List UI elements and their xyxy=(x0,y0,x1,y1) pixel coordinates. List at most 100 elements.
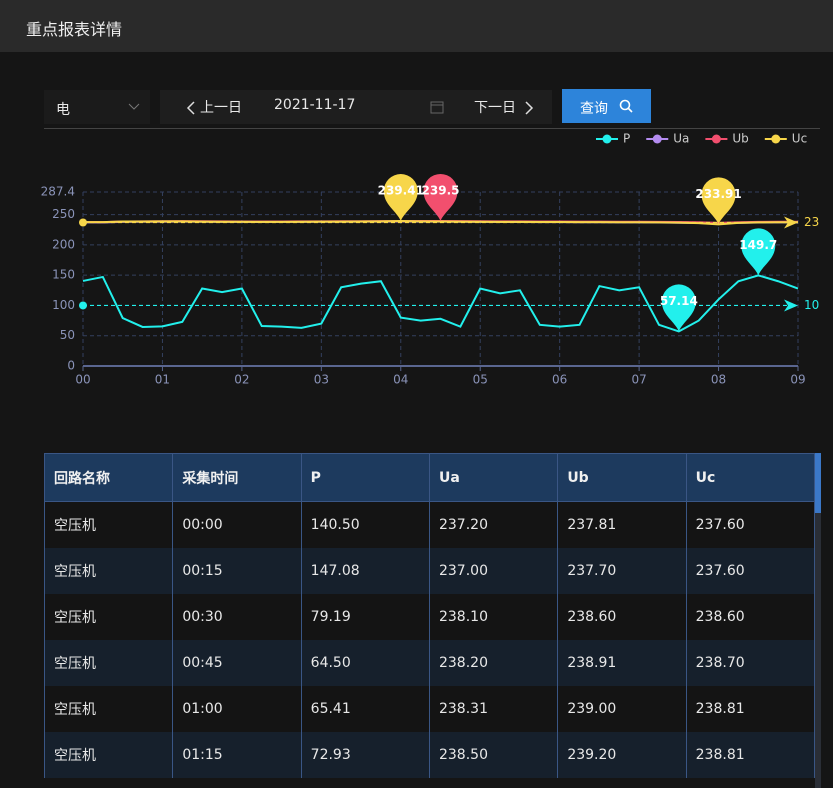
column-header: P xyxy=(300,453,430,502)
average-start xyxy=(79,218,87,227)
header-row: 回路名称 采集时间 P Ua Ub Uc xyxy=(43,453,816,502)
data-table: 回路名称 采集时间 P Ua Ub Uc 空压机 00:00 140.50 237.20 237.8… xyxy=(43,453,816,778)
table-cell: 238.81 xyxy=(685,686,816,732)
table-cell: 237.70 xyxy=(557,548,687,594)
legend-label: Ub xyxy=(732,132,748,146)
column-header: 采集时间 xyxy=(172,453,302,502)
chevron xyxy=(128,103,140,110)
legend-dot xyxy=(602,134,612,144)
table-cell: 237.81 xyxy=(557,501,687,548)
x-tick-label: 00 xyxy=(75,373,90,387)
table-cell: 140.50 xyxy=(300,501,430,548)
legend-label: Uc xyxy=(792,132,807,146)
table-cell: 01:15 xyxy=(172,732,302,778)
table-row: 空压机 00:30 79.19 238.10 238.60 238.60 xyxy=(43,594,816,640)
table-row: 空压机 00:15 147.08 237.00 237.70 237.60 xyxy=(43,548,816,594)
prev-button[interactable]: 上一日 xyxy=(200,100,242,116)
y-tick-label: 0 xyxy=(67,359,75,373)
table-cell: 238.20 xyxy=(428,640,559,686)
header: 重点报表详情 xyxy=(0,0,833,52)
prev-icon xyxy=(186,101,195,115)
query-button[interactable]: 查询 xyxy=(562,89,651,123)
mark-pin xyxy=(741,228,776,276)
table-cell: 空压机 xyxy=(43,501,174,548)
table-cell: 空压机 xyxy=(43,548,174,594)
mark-label: 57.14 xyxy=(660,294,698,308)
table-cell: 79.19 xyxy=(300,594,430,640)
y-tick-label: 50 xyxy=(60,328,75,342)
table-cell: 238.70 xyxy=(685,640,816,686)
table-cell: 147.08 xyxy=(300,548,430,594)
scroll-thumb[interactable] xyxy=(815,453,821,513)
table-cell: 237.60 xyxy=(685,501,816,548)
average-arrow xyxy=(784,216,798,229)
date-input[interactable]: 2021-11-17 xyxy=(274,97,356,113)
table-cell: 238.81 xyxy=(685,732,816,778)
y-tick-label: 150 xyxy=(52,268,75,282)
mark-pin xyxy=(701,177,736,225)
x-tick-label: 04 xyxy=(393,373,408,387)
table-cell: 238.50 xyxy=(428,732,559,778)
table-cell: 237.20 xyxy=(428,501,559,548)
mark-pin xyxy=(383,174,418,222)
table-cell: 01:00 xyxy=(172,686,302,732)
x-tick-label: 05 xyxy=(473,373,488,387)
mark-label: 239.41 xyxy=(378,184,424,198)
divider xyxy=(44,128,820,129)
next-button[interactable]: 下一日 xyxy=(474,100,516,116)
table-cell: 00:00 xyxy=(172,501,302,548)
scrollbar[interactable] xyxy=(815,453,821,788)
query-label: 查询 xyxy=(580,101,608,117)
table-cell: 237.60 xyxy=(685,548,816,594)
y-tick-label: 100 xyxy=(52,298,75,312)
x-tick-label: 01 xyxy=(155,373,170,387)
average-start xyxy=(79,301,87,310)
column-header: Uc xyxy=(685,453,816,502)
x-tick-label: 06 xyxy=(552,373,567,387)
legend-label: P xyxy=(623,132,630,146)
table-cell: 238.60 xyxy=(557,594,687,640)
table-cell: 238.31 xyxy=(428,686,559,732)
legend-label: Ua xyxy=(673,132,689,146)
table-cell: 238.10 xyxy=(428,594,559,640)
mark-pin xyxy=(423,174,458,221)
average-label: 237 xyxy=(804,215,820,229)
average-label: 100 xyxy=(804,298,820,312)
table-cell: 64.50 xyxy=(300,640,430,686)
select-value: 电 xyxy=(56,102,70,118)
table-cell: 239.20 xyxy=(557,732,687,778)
column-header: Ua xyxy=(428,453,559,502)
column-header: Ub xyxy=(557,453,687,502)
chart: 0 50 100 150 200 250 287.4 00 01 02 03 04 05 06 07 08 09… xyxy=(41,132,820,387)
date-bar: 上一日 2021-11-17 下一日 xyxy=(160,90,552,124)
table-cell: 空压机 xyxy=(43,594,174,640)
table-cell: 空压机 xyxy=(43,640,174,686)
table-cell: 65.41 xyxy=(300,686,430,732)
title: 重点报表详情 xyxy=(26,20,123,39)
legend-dot xyxy=(711,134,721,144)
table-row: 空压机 00:00 140.50 237.20 237.81 237.60 xyxy=(43,501,816,548)
table-cell: 238.60 xyxy=(685,594,816,640)
table-cell: 238.91 xyxy=(557,640,687,686)
legend-dot xyxy=(652,134,662,144)
table-row: 空压机 01:00 65.41 238.31 239.00 238.81 xyxy=(43,686,816,732)
mark-pin xyxy=(661,284,696,332)
x-tick-label: 07 xyxy=(631,373,646,387)
x-tick-label: 03 xyxy=(314,373,329,387)
table-cell: 72.93 xyxy=(300,732,430,778)
calendar-icon xyxy=(430,101,444,114)
select[interactable]: 电 xyxy=(44,90,150,124)
table-cell: 239.00 xyxy=(557,686,687,732)
average-arrow xyxy=(784,299,798,312)
table-cell: 00:15 xyxy=(172,548,302,594)
table-row: 空压机 00:45 64.50 238.20 238.91 238.70 xyxy=(43,640,816,686)
table-cell: 00:45 xyxy=(172,640,302,686)
table-cell: 空压机 xyxy=(43,732,174,778)
x-tick-label: 02 xyxy=(234,373,249,387)
table-cell: 237.00 xyxy=(428,548,559,594)
mark-label: 233.91 xyxy=(695,187,741,201)
table-cell: 空压机 xyxy=(43,686,174,732)
x-tick-label: 08 xyxy=(711,373,726,387)
y-tick-label: 200 xyxy=(52,237,75,251)
